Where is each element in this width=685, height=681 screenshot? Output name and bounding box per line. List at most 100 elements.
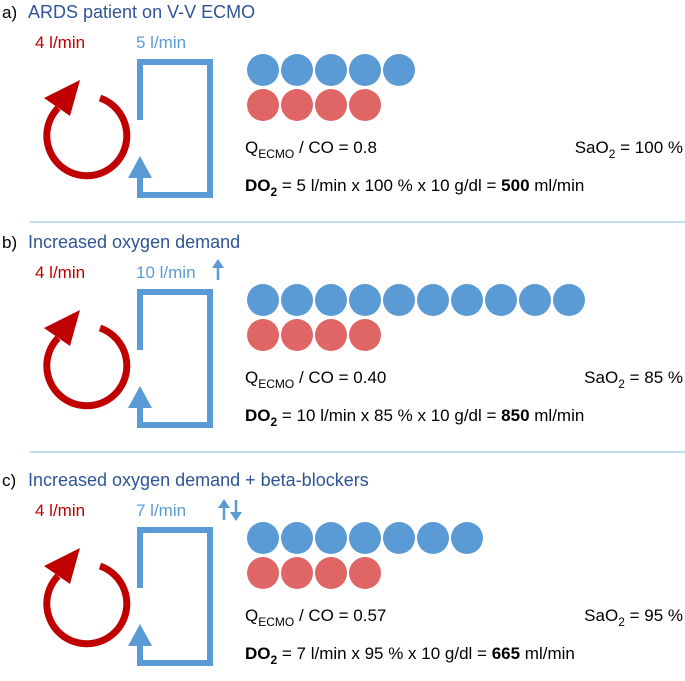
rest: / CO = 0.40 xyxy=(294,368,386,387)
do2-value: 665 xyxy=(492,644,520,663)
rest: = 100 % xyxy=(615,138,683,157)
main: DO xyxy=(245,406,271,425)
circulation-loop xyxy=(43,94,131,180)
ecmo-flow-dot xyxy=(349,522,381,554)
cardiac-output-dot xyxy=(349,319,381,351)
main: SaO xyxy=(584,606,618,625)
panel-label: b) xyxy=(2,233,17,252)
ecmo-flow-dot xyxy=(383,522,415,554)
ecmo-flow-dot xyxy=(247,522,279,554)
flow-ratio: QECMO / CO = 0.8 xyxy=(245,138,377,161)
ecmo-loop xyxy=(137,59,213,198)
cardiac-output-dot xyxy=(315,319,347,351)
ecmo-flow-dot xyxy=(315,522,347,554)
ecmo-flow: 10 l/min xyxy=(136,263,196,282)
ecmo-flow-dot xyxy=(247,54,279,86)
cardiac-output-dot xyxy=(247,89,279,121)
circulation-arrowhead xyxy=(44,80,80,116)
cardiac-output-flow: 4 l/min xyxy=(35,33,85,52)
ecmo-flow: 5 l/min xyxy=(136,33,186,52)
ecmo-flow-dot xyxy=(281,284,313,316)
rest: = 5 l/min x 100 % x 10 g/dl = xyxy=(277,176,501,195)
cardiac-output-dot xyxy=(281,557,313,589)
ecmo-flow-dot xyxy=(247,284,279,316)
rest: = 85 % xyxy=(625,368,683,387)
main: Q xyxy=(245,368,258,387)
main: DO xyxy=(245,176,271,195)
subscript: 2 xyxy=(271,653,278,667)
main: Q xyxy=(245,138,258,157)
do2-value: 850 xyxy=(501,406,529,425)
subscript: ECMO xyxy=(258,377,294,391)
subscript: ECMO xyxy=(258,147,294,161)
trend-arrow-head xyxy=(230,512,242,521)
ecmo-loop xyxy=(137,527,213,666)
subscript: 2 xyxy=(609,147,616,161)
main: SaO xyxy=(575,138,609,157)
main: DO xyxy=(245,644,271,663)
rest: = 7 l/min x 95 % x 10 g/dl = xyxy=(277,644,492,663)
trend-arrow-head xyxy=(212,259,224,268)
cardiac-output-dot xyxy=(349,557,381,589)
unit: ml/min xyxy=(530,176,585,195)
ecmo-flow-dot xyxy=(485,284,517,316)
do2-formula: DO2 = 10 l/min x 85 % x 10 g/dl = 850 ml… xyxy=(245,406,584,429)
main: Q xyxy=(245,606,258,625)
unit: ml/min xyxy=(530,406,585,425)
do2-value: 500 xyxy=(501,176,529,195)
ecmo-flow-dot xyxy=(417,522,449,554)
ecmo-flow-dot xyxy=(383,54,415,86)
sao2: SaO2 = 85 % xyxy=(584,368,683,391)
ecmo-flow-dot xyxy=(553,284,585,316)
panel-label: c) xyxy=(2,471,16,490)
ecmo-flow-dot xyxy=(281,522,313,554)
ecmo-flow: 7 l/min xyxy=(136,501,186,520)
ecmo-flow-dot xyxy=(315,54,347,86)
trend-arrow-head xyxy=(218,499,230,508)
rest: = 10 l/min x 85 % x 10 g/dl = xyxy=(277,406,501,425)
panel-title: Increased oxygen demand + beta-blockers xyxy=(28,470,369,490)
subscript: 2 xyxy=(618,377,625,391)
unit: ml/min xyxy=(520,644,575,663)
ecmo-flow-dot xyxy=(451,284,483,316)
subscript: 2 xyxy=(271,185,278,199)
subscript: 2 xyxy=(271,415,278,429)
panel-title: ARDS patient on V-V ECMO xyxy=(28,2,255,22)
sao2: SaO2 = 100 % xyxy=(575,138,683,161)
panel-title: Increased oxygen demand xyxy=(28,232,240,252)
sao2: SaO2 = 95 % xyxy=(584,606,683,629)
ecmo-loop xyxy=(137,289,213,428)
ecmo-flow-dot xyxy=(349,54,381,86)
ecmo-flow-dot xyxy=(281,54,313,86)
panel-label: a) xyxy=(2,3,17,22)
ecmo-flow-dot xyxy=(315,284,347,316)
ecmo-flow-dot xyxy=(417,284,449,316)
do2-formula: DO2 = 5 l/min x 100 % x 10 g/dl = 500 ml… xyxy=(245,176,584,199)
cardiac-output-dot xyxy=(281,319,313,351)
ecmo-flow-dot xyxy=(451,522,483,554)
flow-ratio: QECMO / CO = 0.57 xyxy=(245,606,386,629)
ecmo-flow-dot xyxy=(519,284,551,316)
subscript: ECMO xyxy=(258,615,294,629)
cardiac-output-dot xyxy=(349,89,381,121)
rest: = 95 % xyxy=(625,606,683,625)
rest: / CO = 0.57 xyxy=(294,606,386,625)
cardiac-output-flow: 4 l/min xyxy=(35,263,85,282)
main: SaO xyxy=(584,368,618,387)
circulation-loop xyxy=(43,562,131,648)
cardiac-output-flow: 4 l/min xyxy=(35,501,85,520)
circulation-arrowhead xyxy=(44,310,80,346)
cardiac-output-dot xyxy=(281,89,313,121)
cardiac-output-dot xyxy=(247,557,279,589)
cardiac-output-dot xyxy=(247,319,279,351)
do2-formula: DO2 = 7 l/min x 95 % x 10 g/dl = 665 ml/… xyxy=(245,644,575,667)
circulation-loop xyxy=(43,324,131,410)
cardiac-output-dot xyxy=(315,89,347,121)
ecmo-flow-dot xyxy=(349,284,381,316)
rest: / CO = 0.8 xyxy=(294,138,377,157)
cardiac-output-dot xyxy=(315,557,347,589)
subscript: 2 xyxy=(618,615,625,629)
ecmo-arrowhead xyxy=(128,156,152,178)
ecmo-arrowhead xyxy=(128,386,152,408)
